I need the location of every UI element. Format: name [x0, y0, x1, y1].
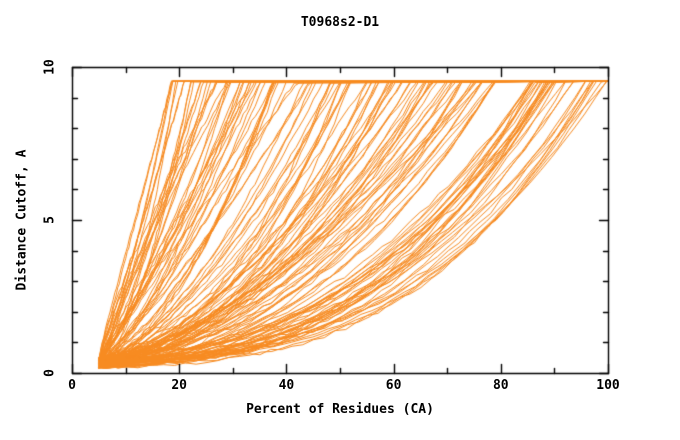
y-tick-label-text: 10	[42, 59, 58, 75]
page-title: T0968s2-D1	[300, 15, 380, 30]
y-tick-label-text: 0	[42, 369, 58, 377]
x-tick-label: 60	[385, 378, 402, 393]
y-axis-label-text: Distance Cutoff, A	[14, 149, 30, 291]
x-tick-label: 0	[68, 378, 76, 393]
x-tick-label: 40	[278, 378, 295, 393]
x-tick-label: 100	[596, 378, 620, 393]
x-tick-label: 80	[492, 378, 509, 393]
x-axis-label: Percent of Residues (CA)	[246, 402, 434, 417]
x-tick-label: 20	[171, 378, 188, 393]
y-tick-label-text: 5	[42, 216, 58, 224]
